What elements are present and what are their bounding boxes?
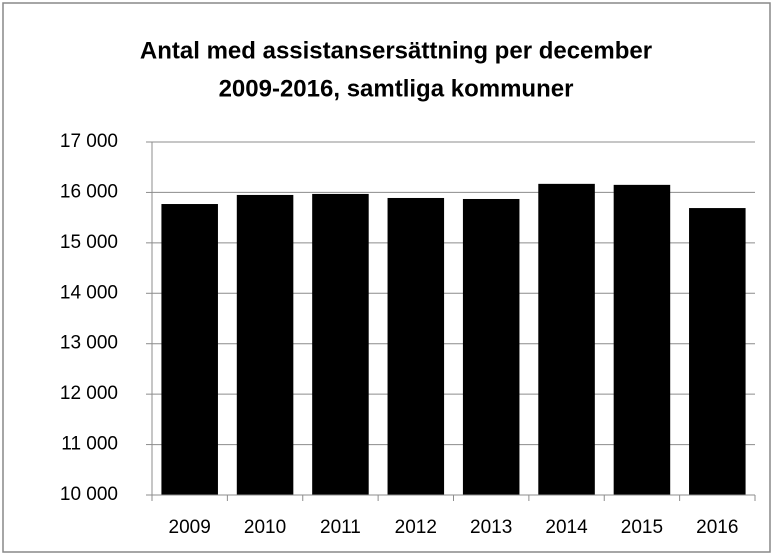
bar (689, 208, 746, 495)
y-tick-label: 12 000 (60, 383, 118, 404)
x-tick-label: 2012 (395, 517, 437, 538)
bar (312, 193, 369, 496)
bar (462, 198, 520, 495)
y-tick-label: 14 000 (60, 282, 118, 303)
y-tick-label: 11 000 (61, 434, 118, 455)
bar (236, 194, 294, 495)
bar (538, 183, 595, 495)
chart-title: Antal med assistansersättning per decemb… (140, 37, 652, 64)
x-tick-label: 2009 (169, 517, 211, 538)
y-tick-label: 17 000 (60, 131, 118, 152)
chart-title: 2009-2016, samtliga kommuner (219, 75, 574, 102)
bar (161, 204, 218, 495)
x-tick-label: 2011 (320, 517, 361, 538)
x-tick-label: 2013 (470, 517, 512, 538)
x-tick-label: 2014 (545, 517, 588, 538)
bar (613, 184, 671, 495)
bar (387, 197, 445, 495)
x-tick-label: 2010 (244, 517, 286, 538)
y-tick-label: 10 000 (60, 484, 118, 505)
x-tick-label: 2015 (621, 517, 663, 538)
y-tick-label: 13 000 (60, 333, 118, 354)
y-tick-label: 15 000 (60, 232, 118, 253)
y-tick-label: 16 000 (60, 181, 118, 202)
x-tick-label: 2016 (696, 517, 738, 538)
